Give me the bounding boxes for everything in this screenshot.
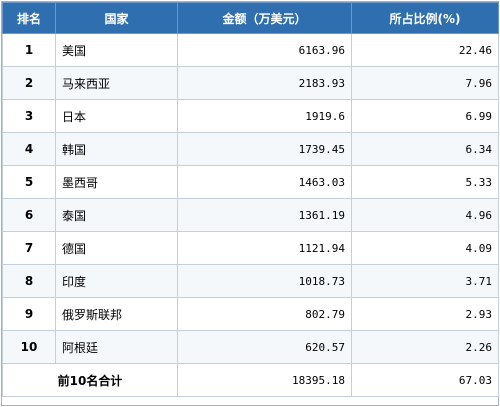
country-cell: 马来西亚: [55, 66, 178, 100]
amount-cell: 1919.6: [177, 99, 352, 133]
total-amount: 18395.18: [177, 363, 352, 397]
rank-cell: 4: [2, 132, 56, 166]
rank-cell: 5: [2, 165, 56, 199]
table-header-row: 排名 国家 金额（万美元） 所占比例(%): [2, 2, 499, 34]
table-row: 10 阿根廷 620.57 2.26: [2, 330, 499, 364]
table-row: 2 马来西亚 2183.93 7.96: [2, 66, 499, 100]
amount-cell: 1739.45: [177, 132, 352, 166]
total-row: 前10名合计 18395.18 67.03: [2, 363, 499, 397]
table-row: 6 泰国 1361.19 4.96: [2, 198, 499, 232]
ranking-table: 排名 国家 金额（万美元） 所占比例(%) 1 美国 6163.96 22.46…: [2, 2, 499, 397]
amount-cell: 6163.96: [177, 33, 352, 67]
share-cell: 6.34: [351, 132, 499, 166]
country-cell: 俄罗斯联邦: [55, 297, 178, 331]
country-cell: 泰国: [55, 198, 178, 232]
rank-cell: 8: [2, 264, 56, 298]
table-row: 5 墨西哥 1463.03 5.33: [2, 165, 499, 199]
amount-cell: 2183.93: [177, 66, 352, 100]
country-cell: 阿根廷: [55, 330, 178, 364]
share-cell: 7.96: [351, 66, 499, 100]
country-cell: 日本: [55, 99, 178, 133]
country-cell: 美国: [55, 33, 178, 67]
header-rank: 排名: [2, 2, 56, 34]
table-row: 7 德国 1121.94 4.09: [2, 231, 499, 265]
rank-cell: 3: [2, 99, 56, 133]
amount-cell: 1463.03: [177, 165, 352, 199]
total-label: 前10名合计: [2, 363, 178, 397]
header-country: 国家: [55, 2, 178, 34]
country-cell: 印度: [55, 264, 178, 298]
amount-cell: 620.57: [177, 330, 352, 364]
share-cell: 22.46: [351, 33, 499, 67]
share-cell: 6.99: [351, 99, 499, 133]
rank-cell: 7: [2, 231, 56, 265]
rank-cell: 10: [2, 330, 56, 364]
rank-cell: 1: [2, 33, 56, 67]
table-row: 9 俄罗斯联邦 802.79 2.93: [2, 297, 499, 331]
share-cell: 5.33: [351, 165, 499, 199]
amount-cell: 1361.19: [177, 198, 352, 232]
table-row: 1 美国 6163.96 22.46: [2, 33, 499, 67]
country-cell: 墨西哥: [55, 165, 178, 199]
amount-cell: 802.79: [177, 297, 352, 331]
country-cell: 韩国: [55, 132, 178, 166]
table-row: 3 日本 1919.6 6.99: [2, 99, 499, 133]
rank-cell: 9: [2, 297, 56, 331]
rank-cell: 6: [2, 198, 56, 232]
table-row: 8 印度 1018.73 3.71: [2, 264, 499, 298]
header-amount: 金额（万美元）: [177, 2, 352, 34]
total-share: 67.03: [351, 363, 499, 397]
amount-cell: 1121.94: [177, 231, 352, 265]
share-cell: 4.09: [351, 231, 499, 265]
rank-cell: 2: [2, 66, 56, 100]
share-cell: 2.93: [351, 297, 499, 331]
amount-cell: 1018.73: [177, 264, 352, 298]
table-row: 4 韩国 1739.45 6.34: [2, 132, 499, 166]
country-cell: 德国: [55, 231, 178, 265]
share-cell: 3.71: [351, 264, 499, 298]
header-share: 所占比例(%): [351, 2, 499, 34]
share-cell: 4.96: [351, 198, 499, 232]
share-cell: 2.26: [351, 330, 499, 364]
